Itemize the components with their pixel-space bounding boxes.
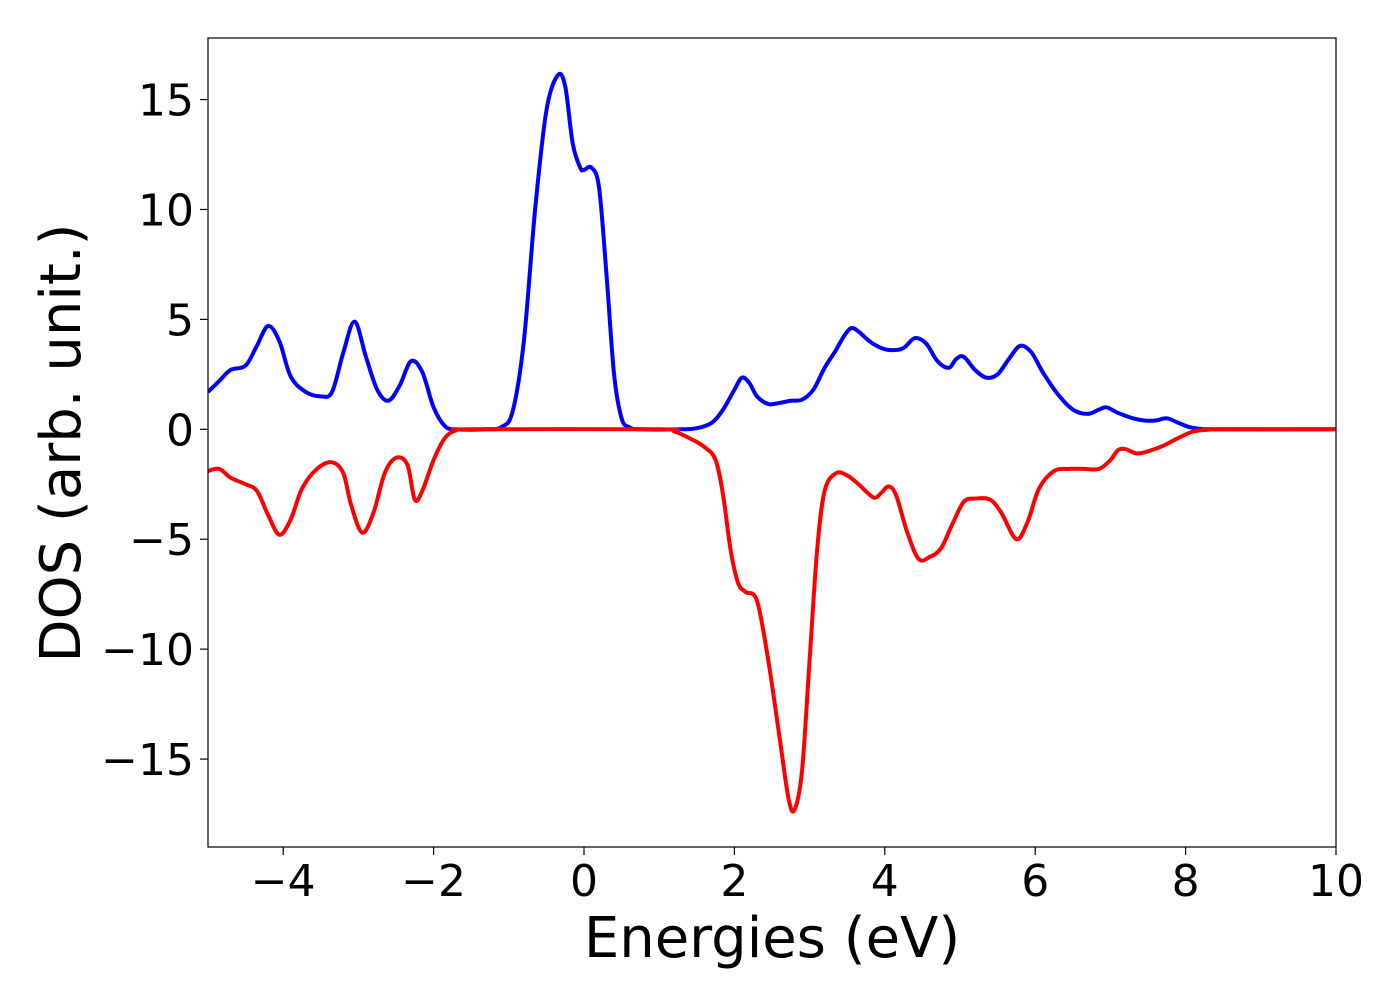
y-tick-label: 15: [138, 76, 194, 127]
y-tick-label: −5: [129, 515, 194, 566]
x-axis-label: Energies (eV): [584, 906, 960, 971]
x-tick-label: 6: [1021, 856, 1049, 907]
x-tick-label: 10: [1308, 856, 1364, 907]
x-axis: −4 −2 0 2 4 6 8 10: [251, 847, 1364, 907]
y-tick-label: 5: [166, 295, 194, 346]
y-tick-label: −15: [101, 735, 194, 786]
x-tick-label: 4: [871, 856, 899, 907]
plot-frame: [207, 37, 1337, 848]
y-tick-label: 0: [166, 405, 194, 456]
y-axis: −15 −10 −5 0 5 10 15: [101, 76, 208, 786]
dos-series-line-2: [208, 427, 1336, 814]
y-axis-label: DOS (arb. unit.): [29, 223, 94, 662]
series-layer: [208, 71, 1336, 814]
x-tick-label: −2: [401, 856, 466, 907]
dos-series-line-1: [208, 71, 1336, 432]
y-tick-label: 10: [138, 185, 194, 236]
x-tick-label: 2: [720, 856, 748, 907]
x-tick-label: −4: [251, 856, 316, 907]
x-tick-label: 8: [1172, 856, 1200, 907]
x-tick-label: 0: [570, 856, 598, 907]
y-tick-label: −10: [101, 625, 194, 676]
